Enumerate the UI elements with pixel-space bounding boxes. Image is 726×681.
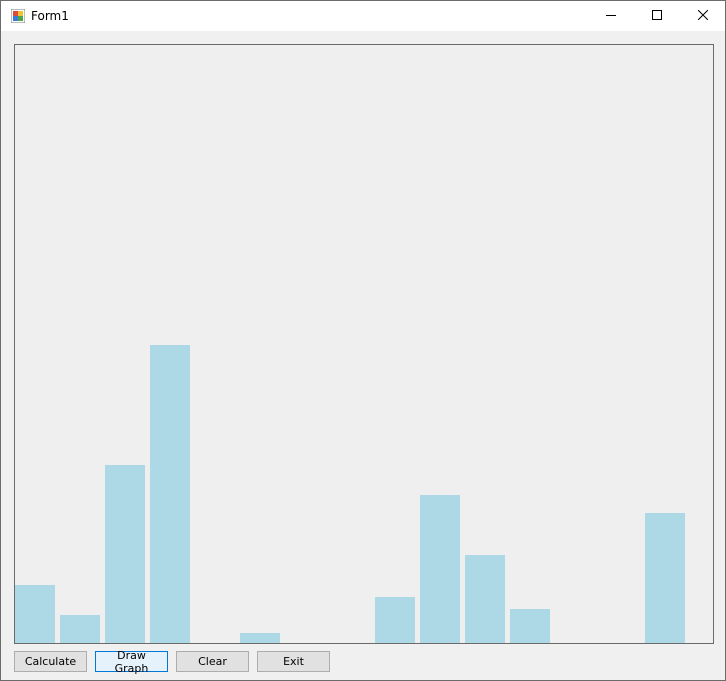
bar-6 (240, 633, 280, 643)
minimize-icon (606, 9, 616, 23)
title-bar[interactable]: Form1 (1, 1, 725, 31)
bar-11 (465, 555, 505, 643)
maximize-button[interactable] (634, 1, 680, 31)
bar-4 (150, 345, 190, 643)
clear-button[interactable]: Clear (176, 651, 249, 672)
close-button[interactable] (680, 1, 726, 31)
bar-10 (420, 495, 460, 643)
bar-chart (15, 345, 685, 643)
draw-graph-button[interactable]: Draw Graph (95, 649, 168, 675)
bar-9 (375, 597, 415, 643)
minimize-button[interactable] (588, 1, 634, 31)
calculate-button[interactable]: Calculate (14, 651, 87, 672)
bar-12 (510, 609, 550, 643)
close-icon (697, 9, 709, 23)
bar-2 (60, 615, 100, 643)
exit-button[interactable]: Exit (257, 651, 330, 672)
graph-panel (14, 44, 714, 644)
bar-1 (15, 585, 55, 643)
window-title: Form1 (31, 9, 69, 23)
form-app-icon (10, 8, 26, 24)
bar-3 (105, 465, 145, 643)
maximize-icon (652, 9, 662, 23)
bar-15 (645, 513, 685, 643)
